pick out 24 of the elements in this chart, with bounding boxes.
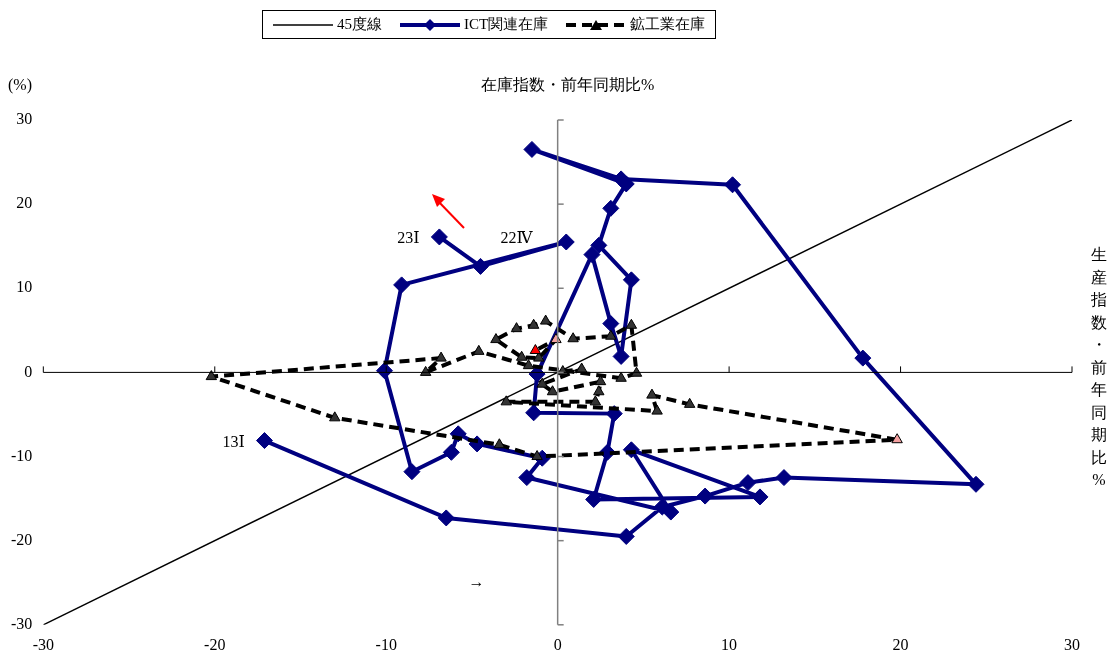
annotation: → <box>468 572 485 590</box>
text: (%) <box>8 76 32 95</box>
x-tick-label: 20 <box>892 635 909 653</box>
y-tick-label: -20 <box>11 530 33 548</box>
y-tick-label: 30 <box>16 110 33 128</box>
y-axis-title: 在庫指数・前年同期比% <box>481 76 655 94</box>
y-tick-label: -10 <box>11 446 33 464</box>
legend-label: 鉱工業在庫 <box>630 15 706 34</box>
x-tick-label: 30 <box>1064 635 1080 653</box>
legend-label: ICT関連在庫 <box>464 15 549 34</box>
x-tick-label: -30 <box>32 635 54 653</box>
x-tick-label: -20 <box>204 635 226 653</box>
text: 生産指数・前年同期比% <box>1091 246 1107 489</box>
annotation: 13Ⅰ <box>222 432 245 450</box>
x-tick-label: 10 <box>721 635 738 653</box>
y-tick-label: 20 <box>16 194 33 212</box>
x-tick-label: -10 <box>375 635 397 653</box>
y-tick-label: 10 <box>16 278 33 296</box>
y-tick-label: 0 <box>24 362 33 380</box>
annotation: 23Ⅰ <box>397 229 420 247</box>
x-tick-label: 0 <box>553 635 562 653</box>
annotation: 22Ⅳ <box>500 228 534 246</box>
legend-label: 45度線 <box>337 15 382 34</box>
y-tick-label: -30 <box>11 615 33 632</box>
